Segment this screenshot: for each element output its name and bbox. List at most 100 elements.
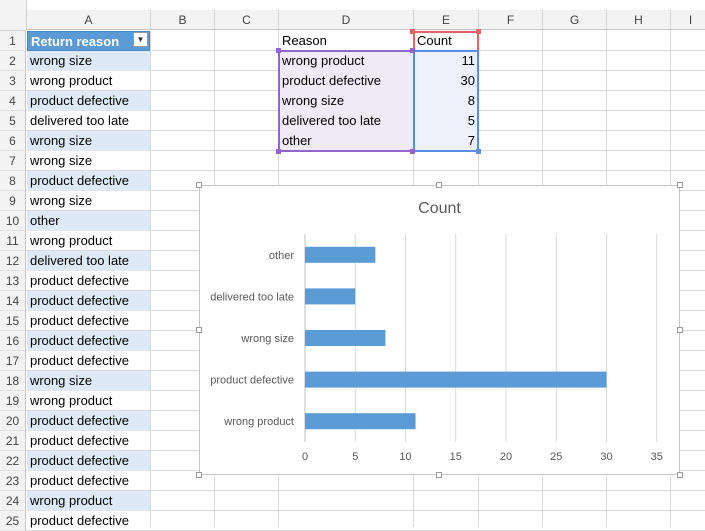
chart-resize-handle[interactable] xyxy=(436,182,442,188)
table-cell-return-reason[interactable]: wrong product xyxy=(30,73,113,88)
row-header-25[interactable]: 25 xyxy=(0,511,26,531)
row-header-20[interactable]: 20 xyxy=(0,411,26,431)
chart-resize-handle[interactable] xyxy=(677,182,683,188)
summary-reason-cell[interactable]: product defective xyxy=(279,71,413,91)
summary-count-cell[interactable]: 8 xyxy=(414,91,478,111)
summary-reason-cell[interactable]: wrong product xyxy=(279,51,413,71)
chart-resize-handle[interactable] xyxy=(196,327,202,333)
range-handle[interactable] xyxy=(410,48,415,53)
bar-delivered-too-late[interactable] xyxy=(305,288,356,305)
chart-resize-handle[interactable] xyxy=(196,182,202,188)
column-header-e[interactable]: E xyxy=(414,10,479,30)
table-cell-return-reason[interactable]: product defective xyxy=(30,313,130,328)
range-handle[interactable] xyxy=(410,149,415,154)
row-header-15[interactable]: 15 xyxy=(0,311,26,331)
column-header-h[interactable]: H xyxy=(607,10,671,30)
chart-resize-handle[interactable] xyxy=(196,472,202,478)
row-header-21[interactable]: 21 xyxy=(0,431,26,451)
summary-reason-cell[interactable]: delivered too late xyxy=(279,111,413,131)
row-header-3[interactable]: 3 xyxy=(0,71,26,91)
table-cell-return-reason[interactable]: product defective xyxy=(30,353,130,368)
summary-header-reason[interactable]: Reason xyxy=(279,31,413,51)
table-cell-return-reason[interactable]: wrong product xyxy=(30,233,113,248)
chart-resize-handle[interactable] xyxy=(436,472,442,478)
table-cell-return-reason[interactable]: product defective xyxy=(30,273,130,288)
bar-product-defective[interactable] xyxy=(305,371,607,388)
row-header-1[interactable]: 1 xyxy=(0,31,26,51)
row-header-23[interactable]: 23 xyxy=(0,471,26,491)
table-cell-return-reason[interactable]: product defective xyxy=(27,171,150,191)
table-cell-return-reason[interactable]: product defective xyxy=(30,513,130,528)
row-header-6[interactable]: 6 xyxy=(0,131,26,151)
table-cell-return-reason[interactable]: delivered too late xyxy=(27,251,150,271)
range-handle[interactable] xyxy=(476,29,481,34)
row-header-9[interactable]: 9 xyxy=(0,191,26,211)
row-header-14[interactable]: 14 xyxy=(0,291,26,311)
table-cell-return-reason[interactable]: product defective xyxy=(27,91,150,111)
row-header-17[interactable]: 17 xyxy=(0,351,26,371)
row-header-11[interactable]: 11 xyxy=(0,231,26,251)
range-handle[interactable] xyxy=(276,149,281,154)
column-header-b[interactable]: B xyxy=(151,10,215,30)
row-header-2[interactable]: 2 xyxy=(0,51,26,71)
row-header-7[interactable]: 7 xyxy=(0,151,26,171)
column-header-i[interactable]: I xyxy=(671,10,705,30)
table-cell-return-reason[interactable]: product defective xyxy=(27,331,150,351)
column-header-f[interactable]: F xyxy=(479,10,543,30)
table-cell-return-reason[interactable]: wrong size xyxy=(30,193,93,208)
row-header-5[interactable]: 5 xyxy=(0,111,26,131)
table-cell-return-reason[interactable]: product defective xyxy=(27,411,150,431)
chart-resize-handle[interactable] xyxy=(677,472,683,478)
table-header-label: Return reason xyxy=(31,34,120,49)
row-header-8[interactable]: 8 xyxy=(0,171,26,191)
row-header-12[interactable]: 12 xyxy=(0,251,26,271)
table-cell-return-reason[interactable]: wrong size xyxy=(30,153,93,168)
column-header-c[interactable]: C xyxy=(215,10,279,30)
bar-chart[interactable]: Count 0 5 10 15 20 25 30 35 wrong product product… xyxy=(199,185,680,475)
filter-dropdown-button[interactable]: ▼ xyxy=(133,32,148,47)
summary-count-cell[interactable]: 7 xyxy=(414,131,478,151)
row-header-16[interactable]: 16 xyxy=(0,331,26,351)
range-handle[interactable] xyxy=(476,149,481,154)
summary-header-count-label: Count xyxy=(417,33,452,48)
column-header-g[interactable]: G xyxy=(543,10,607,30)
bar-wrong-product[interactable] xyxy=(305,413,416,430)
row-header-13[interactable]: 13 xyxy=(0,271,26,291)
row-header-10[interactable]: 10 xyxy=(0,211,26,231)
row-header-19[interactable]: 19 xyxy=(0,391,26,411)
summary-reason-cell[interactable]: wrong size xyxy=(279,91,413,111)
table-cell-return-reason[interactable]: wrong product xyxy=(30,393,113,408)
table-header-return-reason[interactable]: Return reason xyxy=(27,31,150,51)
column-header-d[interactable]: D xyxy=(279,10,414,30)
table-cell-return-reason[interactable]: product defective xyxy=(27,451,150,471)
chart-resize-handle[interactable] xyxy=(677,327,683,333)
summary-count-cell[interactable]: 11 xyxy=(414,51,478,71)
summary-header-count[interactable]: Count xyxy=(414,31,478,51)
table-cell-return-reason[interactable]: delivered too late xyxy=(30,113,130,128)
bar-wrong-size[interactable] xyxy=(305,330,386,346)
summary-count-cell[interactable]: 5 xyxy=(414,111,478,131)
summary-count-cell[interactable]: 30 xyxy=(414,71,478,91)
row-header-24[interactable]: 24 xyxy=(0,491,26,511)
table-cell-return-reason[interactable]: wrong size xyxy=(27,131,150,151)
table-cell-return-reason[interactable]: product defective xyxy=(30,433,130,448)
table-cell-return-reason[interactable]: product defective xyxy=(27,291,150,311)
column-header-a[interactable]: A xyxy=(27,10,151,30)
row-header-22[interactable]: 22 xyxy=(0,451,26,471)
row-header-4[interactable]: 4 xyxy=(0,91,26,111)
range-handle[interactable] xyxy=(276,48,281,53)
category-label: delivered too late xyxy=(210,291,294,303)
table-cell-return-reason[interactable]: other xyxy=(27,211,150,231)
select-all-corner[interactable] xyxy=(0,0,27,31)
gridline xyxy=(26,170,705,171)
summary-header-reason-label: Reason xyxy=(282,33,327,48)
bar-other[interactable] xyxy=(305,246,376,263)
table-cell-return-reason[interactable]: wrong size xyxy=(27,371,150,391)
row-header-18[interactable]: 18 xyxy=(0,371,26,391)
table-cell-return-reason[interactable]: wrong size xyxy=(27,51,150,71)
table-cell-return-reason[interactable]: product defective xyxy=(30,473,130,488)
summary-reason-cell[interactable]: other xyxy=(279,131,413,151)
table-cell-return-reason[interactable]: wrong product xyxy=(27,491,150,511)
range-handle[interactable] xyxy=(410,29,415,34)
